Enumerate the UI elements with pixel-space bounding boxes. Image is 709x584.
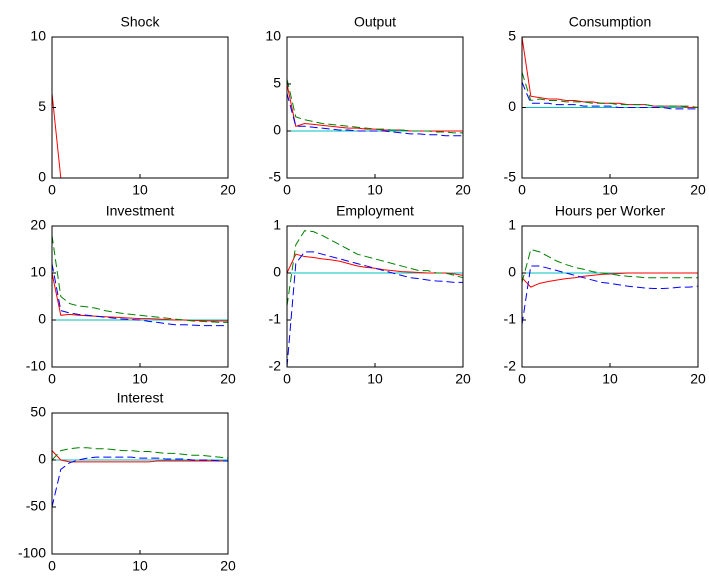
x-tick-label: 10 (132, 371, 148, 387)
x-tick-label: 0 (283, 371, 291, 387)
y-tick-label: 5 (508, 28, 516, 44)
x-tick-label: 20 (455, 182, 471, 198)
x-tick-label: 0 (48, 371, 56, 387)
line-series (51, 263, 228, 327)
line-series (286, 93, 463, 137)
line-series (521, 272, 698, 288)
x-tick-label: 10 (132, 558, 148, 574)
axes-frame (521, 225, 699, 368)
panel-title: Investment (106, 203, 175, 219)
y-tick-label: -2 (504, 358, 517, 374)
x-tick-label: 0 (518, 182, 526, 198)
line-series (51, 450, 228, 463)
y-tick-label: -1 (504, 311, 517, 327)
x-tick-label: 10 (367, 371, 383, 387)
line-series (51, 272, 228, 322)
x-tick-label: 0 (48, 182, 56, 198)
y-tick-label: 10 (265, 28, 281, 44)
line-series (51, 93, 228, 179)
line-series (521, 248, 698, 283)
y-tick-label: 10 (30, 28, 46, 44)
y-tick-label: 0 (273, 264, 281, 280)
panel-title: Interest (117, 390, 164, 406)
x-tick-label: 20 (455, 371, 471, 387)
line-series (286, 253, 464, 276)
panel-title: Shock (121, 14, 161, 30)
y-tick-label: 5 (273, 75, 281, 91)
x-tick-label: 10 (602, 371, 618, 387)
x-tick-label: 20 (220, 371, 236, 387)
panel-title: Hours per Worker (555, 203, 666, 219)
axes-frame (286, 36, 464, 179)
y-tick-label: -2 (269, 358, 282, 374)
panel-title: Consumption (569, 14, 652, 30)
x-tick-label: 0 (518, 371, 526, 387)
y-tick-label: 10 (30, 264, 46, 280)
x-tick-label: 10 (367, 182, 383, 198)
x-tick-label: 20 (220, 182, 236, 198)
line-series (521, 72, 699, 108)
line-series (521, 36, 698, 108)
y-tick-label: 1 (273, 217, 281, 233)
x-tick-label: 0 (283, 182, 291, 198)
y-tick-label: -5 (504, 169, 517, 185)
line-series (286, 230, 464, 306)
y-tick-label: -50 (26, 498, 46, 514)
y-tick-label: 50 (30, 404, 46, 420)
x-tick-label: 10 (602, 182, 618, 198)
y-tick-label: 0 (38, 169, 46, 185)
y-tick-label: -10 (26, 358, 46, 374)
axes-frame (286, 225, 464, 368)
y-tick-label: 0 (508, 264, 516, 280)
x-tick-label: 20 (690, 182, 706, 198)
line-series (286, 83, 463, 132)
x-tick-label: 20 (690, 371, 706, 387)
line-series (521, 265, 699, 325)
axes-frame (51, 36, 229, 179)
line-series (51, 235, 228, 323)
line-series (286, 251, 463, 368)
y-tick-label: -5 (269, 169, 282, 185)
y-tick-label: 0 (508, 98, 516, 114)
panel-title: Employment (336, 203, 414, 219)
axes-frame (51, 225, 229, 368)
x-tick-label: 20 (220, 558, 236, 574)
line-series (51, 447, 229, 461)
y-tick-label: -100 (18, 545, 46, 561)
line-series (51, 456, 228, 508)
y-tick-label: 0 (38, 451, 46, 467)
y-tick-label: 5 (38, 98, 46, 114)
y-tick-label: -1 (269, 311, 282, 327)
x-tick-label: 10 (132, 182, 148, 198)
x-tick-label: 0 (48, 558, 56, 574)
y-tick-label: 0 (38, 311, 46, 327)
y-tick-label: 1 (508, 217, 516, 233)
line-series (521, 81, 698, 110)
axes-frame (51, 412, 229, 555)
y-tick-label: 20 (30, 217, 46, 233)
panel-title: Output (354, 14, 396, 30)
y-tick-label: 0 (273, 122, 281, 138)
